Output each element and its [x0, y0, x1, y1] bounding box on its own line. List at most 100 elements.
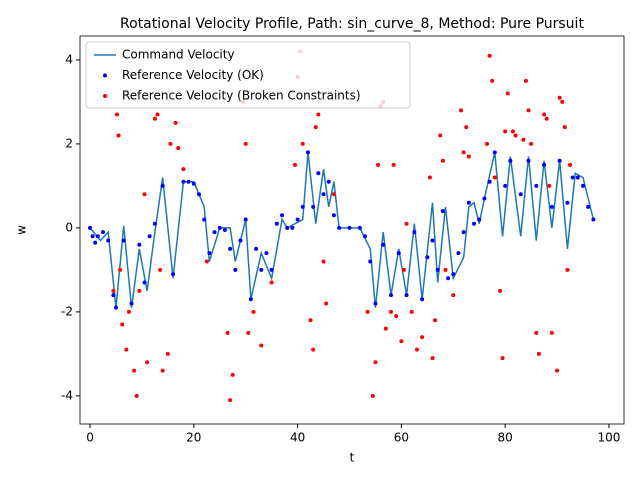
scatter-point	[500, 356, 505, 361]
scatter-point	[181, 167, 186, 172]
scatter-point	[399, 339, 404, 344]
scatter-point	[557, 95, 562, 100]
scatter-point	[230, 372, 235, 377]
scatter-point	[570, 175, 575, 180]
scatter-point	[510, 129, 515, 134]
scatter-point	[586, 204, 591, 209]
scatter-point	[181, 179, 186, 184]
scatter-point	[308, 318, 313, 323]
scatter-point	[568, 162, 573, 167]
scatter-point	[158, 267, 163, 272]
legend-label: Reference Velocity (OK)	[122, 68, 264, 82]
legend-box	[85, 41, 411, 109]
scatter-point	[365, 309, 370, 314]
scatter-point	[212, 230, 217, 235]
scatter-point	[316, 171, 321, 176]
legend-swatch	[103, 73, 107, 78]
scatter-point	[118, 267, 123, 272]
x-tick-label: 20	[186, 431, 201, 445]
scatter-point	[456, 251, 461, 256]
scatter-point	[233, 267, 238, 272]
scatter-point	[90, 234, 95, 239]
scatter-point	[155, 112, 160, 117]
scatter-point	[217, 225, 222, 230]
scatter-point	[492, 150, 497, 155]
scatter-point	[95, 234, 100, 239]
scatter-point	[202, 217, 207, 222]
scatter-point	[100, 230, 105, 235]
scatter-point	[269, 267, 274, 272]
scatter-point	[497, 288, 502, 293]
scatter-point	[331, 192, 336, 197]
scatter-point	[142, 280, 147, 285]
scatter-point	[191, 181, 196, 186]
scatter-point	[324, 301, 329, 306]
scatter-point	[129, 301, 134, 306]
scatter-point	[124, 347, 129, 352]
x-tick-label: 60	[394, 431, 409, 445]
scatter-point	[111, 288, 116, 293]
scatter-point	[300, 204, 305, 209]
scatter-point	[106, 238, 111, 243]
scatter-point	[401, 267, 406, 272]
scatter-point	[168, 141, 173, 146]
scatter-point	[176, 146, 181, 151]
scatter-point	[420, 335, 425, 340]
scatter-point	[238, 238, 243, 243]
scatter-point	[113, 305, 118, 310]
scatter-point	[269, 280, 274, 285]
scatter-point	[246, 330, 251, 335]
scatter-point	[248, 297, 253, 302]
scatter-point	[196, 192, 201, 197]
scatter-point	[412, 230, 417, 235]
scatter-point	[137, 288, 142, 293]
scatter-point	[513, 133, 518, 138]
scatter-point	[555, 368, 560, 373]
scatter-point	[477, 217, 482, 222]
scatter-point	[544, 116, 549, 121]
scatter-point	[160, 368, 165, 373]
scatter-point	[472, 221, 477, 226]
scatter-point	[292, 162, 297, 167]
scatter-point	[326, 179, 331, 184]
scatter-point	[591, 217, 596, 222]
scatter-point	[207, 251, 212, 256]
scatter-point	[331, 213, 336, 218]
scatter-point	[388, 293, 393, 298]
scatter-point	[562, 125, 567, 130]
scatter-point	[171, 272, 176, 277]
plot-frame	[79, 35, 625, 425]
scatter-point	[391, 162, 396, 167]
scatter-point	[542, 162, 547, 167]
scatter-point	[433, 318, 438, 323]
scatter-point	[222, 228, 227, 232]
scatter-point	[243, 141, 248, 146]
scatter-point	[581, 183, 586, 188]
x-axis-label: t	[350, 451, 355, 465]
scatter-point	[383, 326, 388, 331]
scatter-point	[376, 162, 381, 167]
scatter-point	[430, 238, 435, 243]
scatter-point	[115, 112, 120, 117]
scatter-point	[228, 398, 233, 403]
scatter-point	[160, 183, 165, 188]
scatter-point	[459, 108, 464, 113]
scatter-point	[388, 309, 393, 314]
y-tick-label: 0	[65, 220, 73, 234]
scatter-point	[503, 129, 508, 134]
scatter-point	[547, 183, 552, 188]
legend-label: Reference Velocity (Broken Constraints)	[122, 89, 361, 103]
y-tick-label: -4	[61, 388, 73, 402]
scatter-point	[321, 259, 326, 264]
scatter-point	[518, 192, 523, 197]
scatter-point	[259, 267, 264, 272]
scatter-point	[536, 351, 541, 356]
scatter-point	[503, 183, 508, 188]
scatter-point	[259, 343, 264, 348]
scatter-point	[254, 246, 259, 251]
scatter-point	[508, 158, 513, 163]
scatter-point	[438, 133, 443, 138]
scatter-point	[404, 221, 409, 226]
scatter-point	[565, 200, 570, 205]
